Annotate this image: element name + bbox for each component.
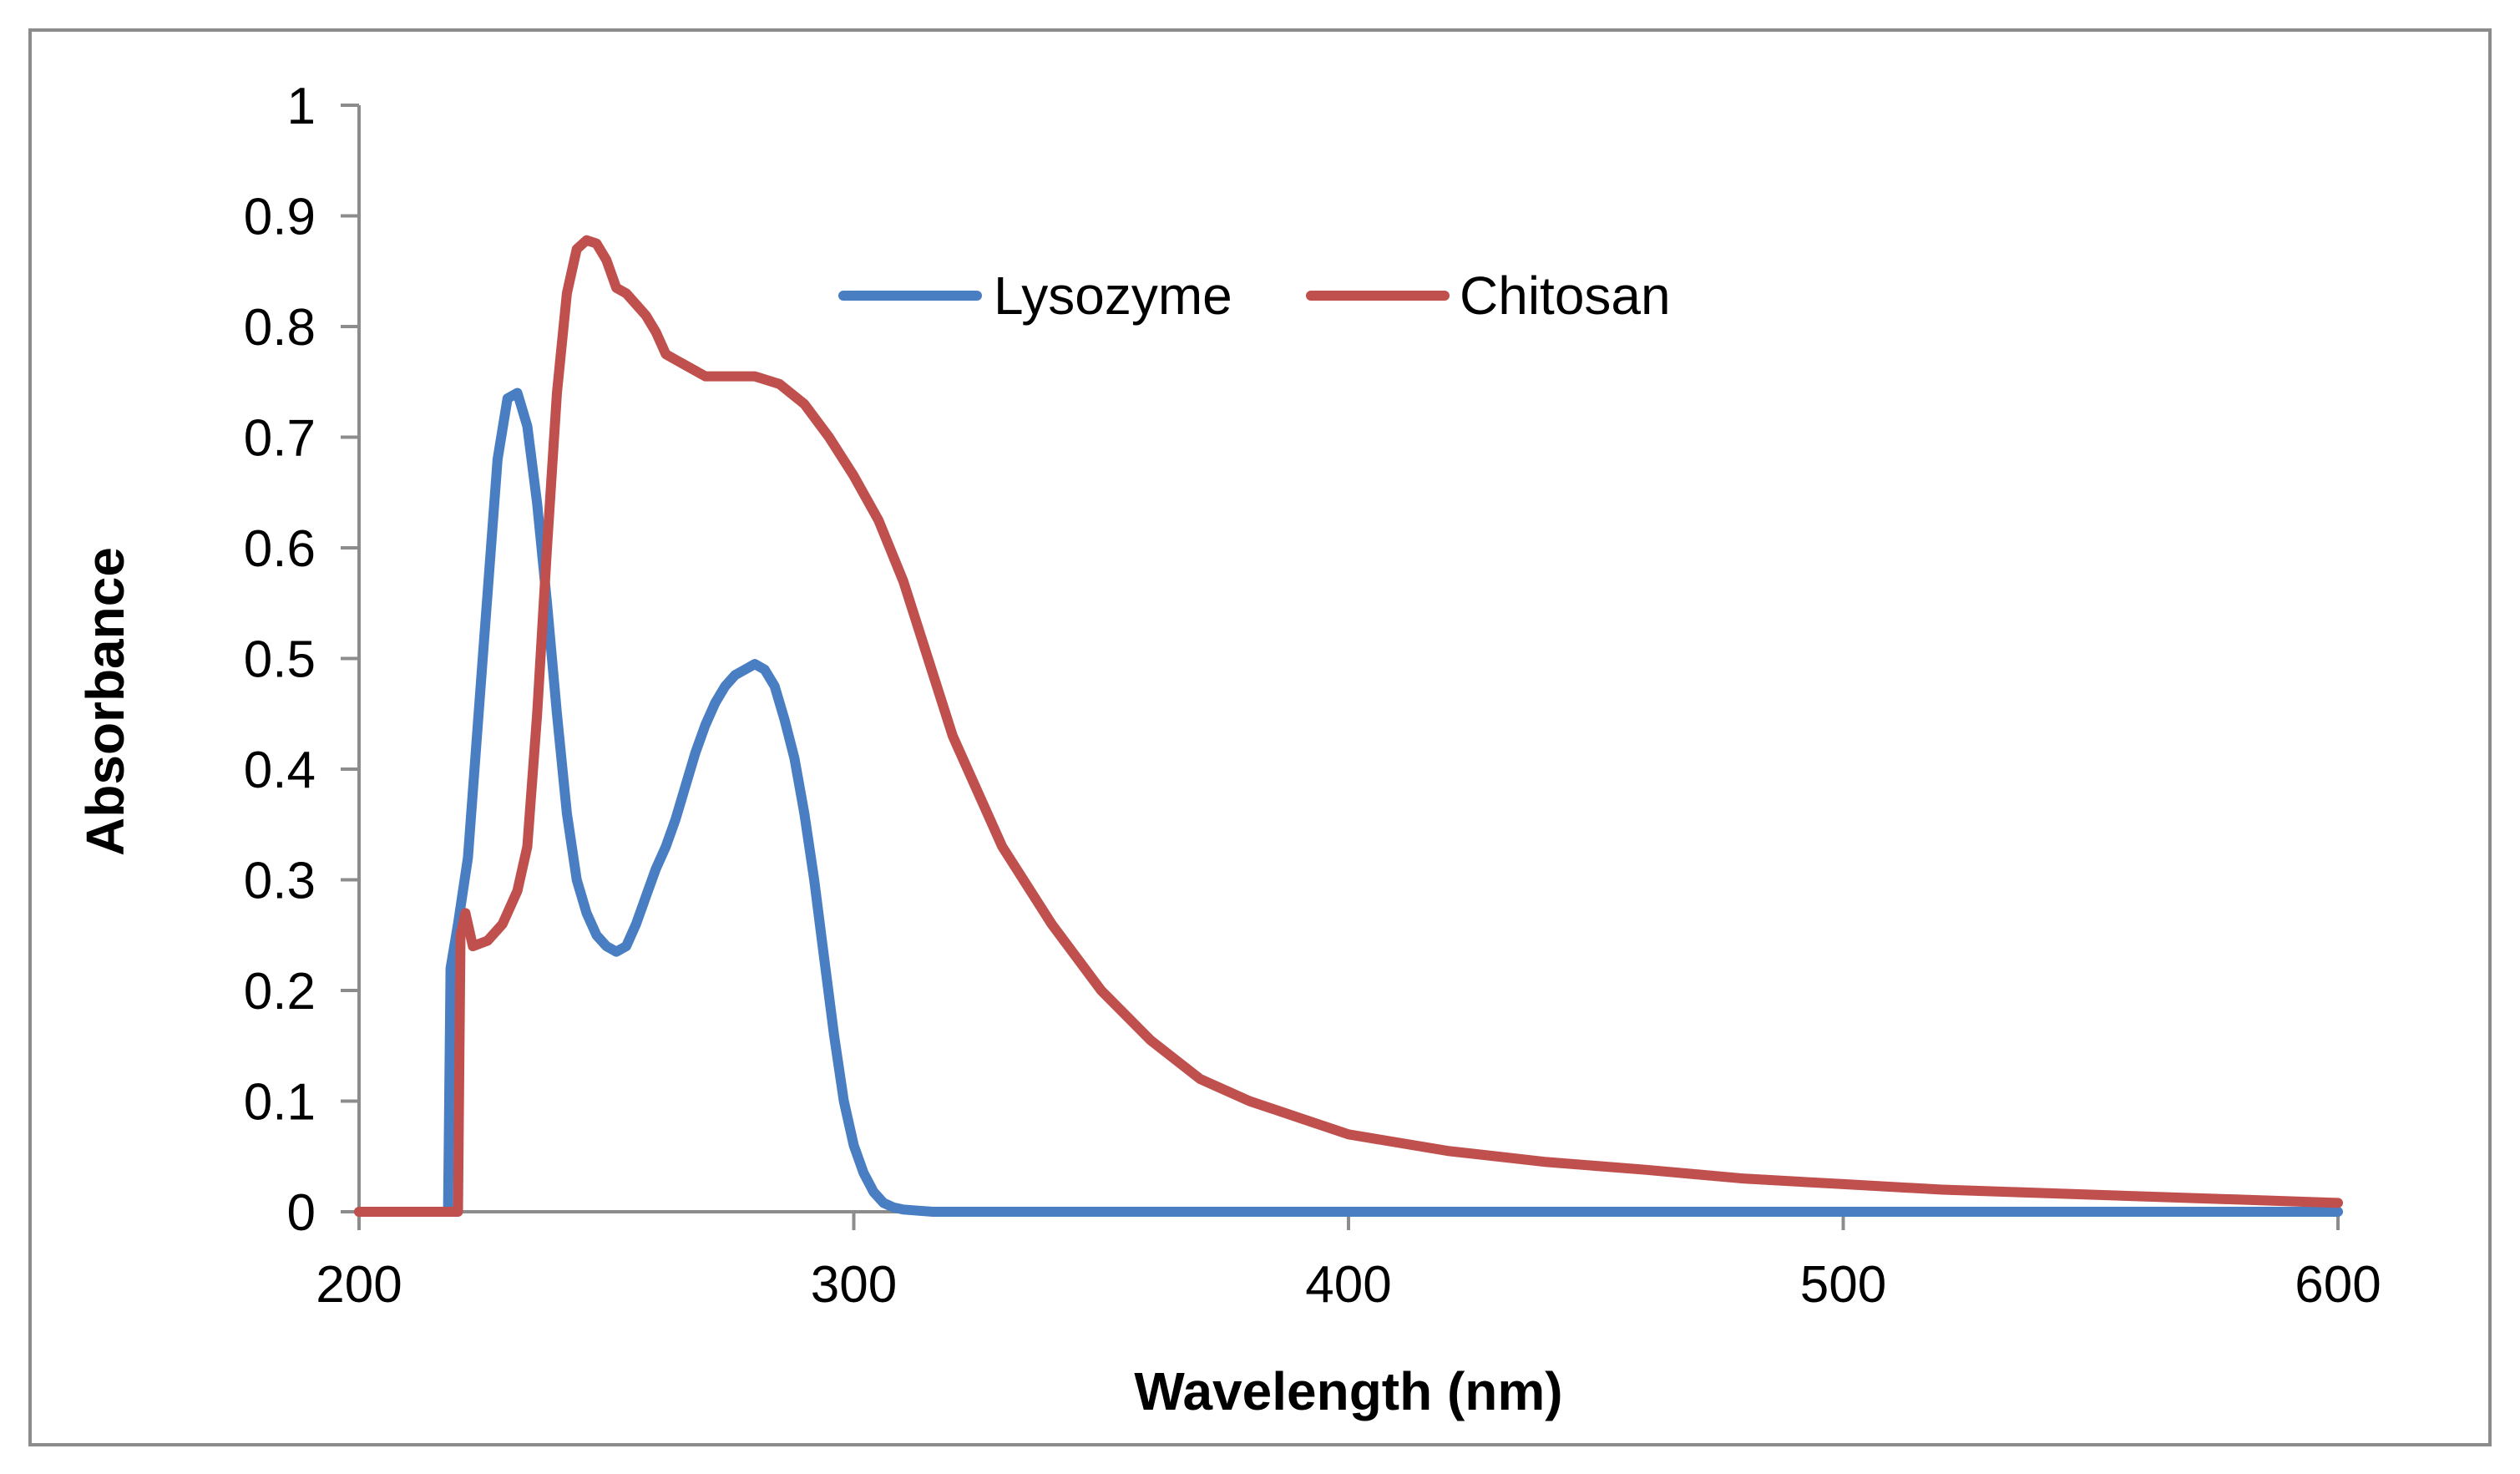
y-tick-label: 0.8 bbox=[244, 299, 316, 357]
y-axis-title: Absorbance bbox=[75, 547, 135, 856]
y-ticks: 0 0.1 0.2 0.3 0.4 0.5 0.6 0.7 0.8 0.9 1 bbox=[244, 78, 359, 1242]
legend-label: Chitosan bbox=[1460, 266, 1671, 326]
y-tick-label: 0.2 bbox=[244, 963, 316, 1021]
plot-area: 0 0.1 0.2 0.3 0.4 0.5 0.6 0.7 0.8 0.9 1 200 300 400 5… bbox=[244, 78, 2381, 1314]
legend: Lysozyme Chitosan bbox=[838, 266, 1671, 326]
legend-item-lysozyme: Lysozyme bbox=[838, 266, 1232, 326]
y-tick-label: 1 bbox=[287, 78, 316, 135]
y-tick-label: 0.3 bbox=[244, 853, 316, 910]
y-tick-label: 0.4 bbox=[244, 742, 316, 799]
x-axis-title: Wavelength (nm) bbox=[1134, 1361, 1562, 1421]
legend-item-chitosan: Chitosan bbox=[1306, 266, 1671, 326]
y-tick-label: 0.9 bbox=[244, 189, 316, 246]
y-tick-label: 0.1 bbox=[244, 1074, 316, 1132]
series-group bbox=[354, 235, 2343, 1217]
y-tick-label: 0.5 bbox=[244, 631, 316, 689]
x-tick-label: 600 bbox=[2295, 1256, 2381, 1314]
y-tick-label: 0.7 bbox=[244, 410, 316, 468]
y-tick-label: 0.6 bbox=[244, 520, 316, 578]
series-line-lysozyme bbox=[354, 387, 2343, 1217]
y-tick-label: 0 bbox=[287, 1184, 316, 1242]
x-tick-label: 400 bbox=[1305, 1256, 1391, 1314]
chart-frame bbox=[28, 28, 2492, 1446]
x-ticks: 200 300 400 500 600 bbox=[316, 1212, 2381, 1314]
x-tick-label: 200 bbox=[316, 1256, 402, 1314]
x-tick-label: 300 bbox=[811, 1256, 897, 1314]
series-line-chitosan bbox=[354, 235, 2343, 1217]
legend-label: Lysozyme bbox=[994, 266, 1232, 326]
x-tick-label: 500 bbox=[1800, 1256, 1886, 1314]
